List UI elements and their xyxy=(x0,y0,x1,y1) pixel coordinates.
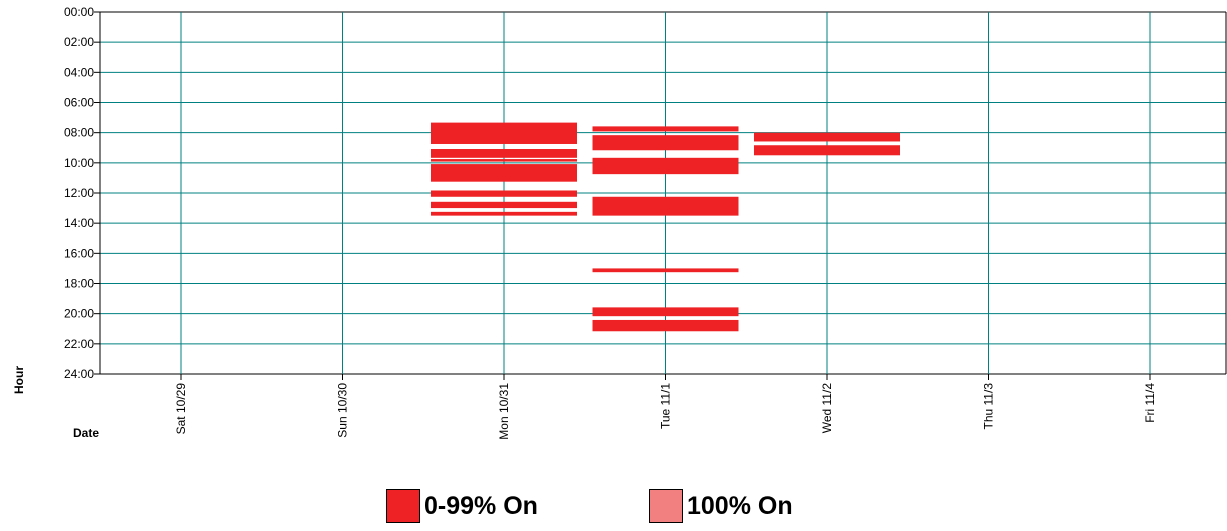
on-interval-bar xyxy=(592,157,739,175)
on-interval-bar xyxy=(431,122,577,144)
legend-item-100-on: 100% On xyxy=(649,489,793,523)
on-interval-bar xyxy=(754,145,900,156)
on-interval-bar xyxy=(592,319,739,332)
y-tick-label: 14:00 xyxy=(64,216,94,230)
y-tick-label: 04:00 xyxy=(64,65,94,79)
x-tick-label: Fri 11/4 xyxy=(1143,383,1157,423)
y-tick-label: 06:00 xyxy=(64,96,94,110)
y-tick-label: 20:00 xyxy=(64,307,94,321)
y-tick-label: 02:00 xyxy=(64,35,94,49)
legend-label-0-99-on: 0-99% On xyxy=(424,491,538,520)
y-tick-label: 08:00 xyxy=(64,126,94,140)
legend-item-0-99-on: 0-99% On xyxy=(386,489,538,523)
x-axis-title: Date xyxy=(73,426,99,440)
y-tick-label: 18:00 xyxy=(64,277,94,291)
y-tick-label: 24:00 xyxy=(64,367,94,381)
legend-swatch-100-on xyxy=(649,489,683,523)
on-interval-bar xyxy=(592,135,739,151)
on-interval-bar xyxy=(431,159,577,162)
x-tick-label: Sat 10/29 xyxy=(174,383,188,435)
y-tick-label: 16:00 xyxy=(64,246,94,260)
on-interval-bar xyxy=(592,307,739,317)
legend-swatch-0-99-on xyxy=(386,489,420,523)
on-interval-bar xyxy=(754,132,900,142)
x-tick-label: Mon 10/31 xyxy=(497,383,511,440)
x-tick-label: Sun 10/30 xyxy=(336,383,350,438)
on-interval-bar xyxy=(431,164,577,182)
x-tick-label: Wed 11/2 xyxy=(820,383,834,434)
grid xyxy=(94,11,1227,380)
y-axis-title: Hour xyxy=(12,366,26,394)
y-tick-label: 00:00 xyxy=(64,5,94,19)
on-interval-bar xyxy=(431,211,577,216)
x-tick-label: Thu 11/3 xyxy=(982,383,996,430)
on-interval-bar xyxy=(431,201,577,209)
on-interval-bar xyxy=(431,190,577,197)
on-interval-bar xyxy=(431,149,577,158)
plot-bars xyxy=(431,122,900,332)
y-tick-label: 10:00 xyxy=(64,156,94,170)
y-tick-label: 22:00 xyxy=(64,337,94,351)
on-interval-bar xyxy=(592,196,739,216)
x-tick-label: Tue 11/1 xyxy=(659,383,673,429)
on-interval-bar xyxy=(592,268,739,273)
legend-label-100-on: 100% On xyxy=(687,491,793,520)
y-tick-label: 12:00 xyxy=(64,186,94,200)
axis-ticks: 00:00 02:00 04:00 06:00 08:00 10:00 12:00 14:00… xyxy=(64,5,1157,440)
on-interval-bar xyxy=(592,126,739,132)
